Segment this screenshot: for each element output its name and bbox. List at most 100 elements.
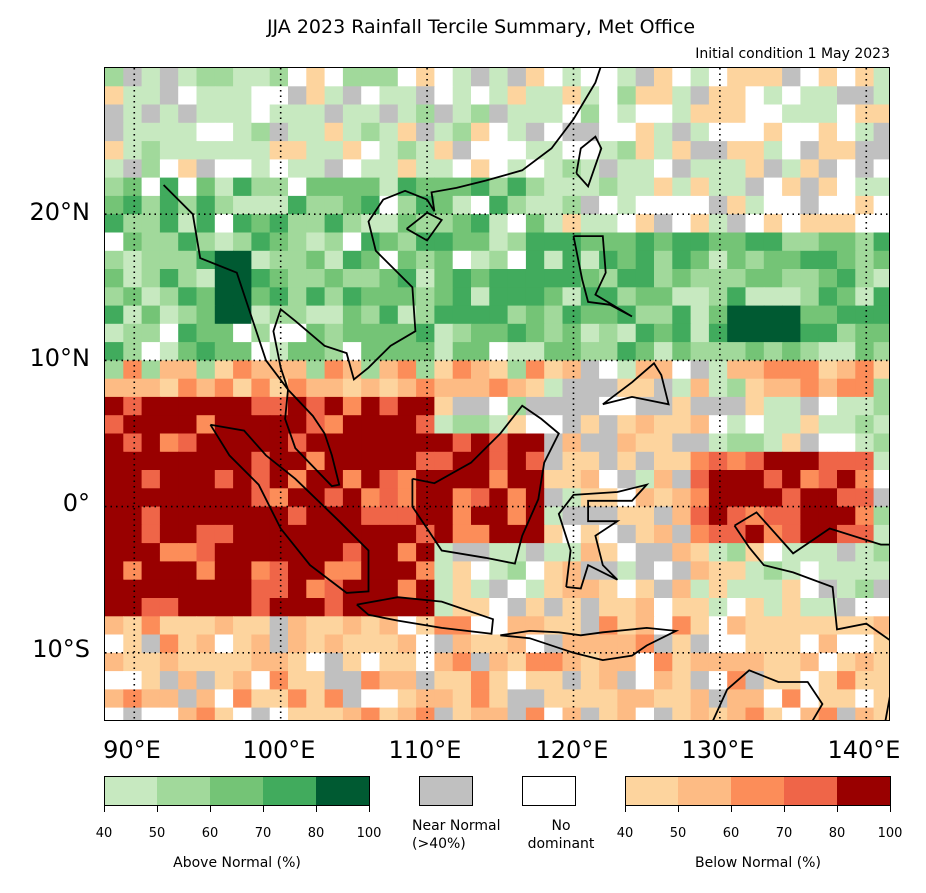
grid-cell xyxy=(141,689,161,709)
grid-cell xyxy=(397,378,417,398)
grid-cell xyxy=(214,159,234,179)
grid-cell xyxy=(672,214,692,234)
grid-cell xyxy=(379,360,399,380)
grid-cell xyxy=(837,707,856,720)
grid-cell xyxy=(452,433,472,453)
grid-cell xyxy=(434,159,454,179)
grid-cell xyxy=(269,122,289,142)
grid-cell xyxy=(708,488,728,508)
coastline xyxy=(602,361,670,406)
grid-cell xyxy=(617,634,637,654)
grid-cell xyxy=(690,232,710,252)
grid-cell xyxy=(434,141,454,160)
grid-cell xyxy=(855,433,875,453)
grid-cell xyxy=(471,214,490,234)
grid-cell xyxy=(855,689,875,709)
grid-cell xyxy=(635,250,655,270)
above-tick-label: 50 xyxy=(148,826,166,841)
grid-cell xyxy=(452,707,472,720)
grid-cell xyxy=(324,360,344,380)
grid-cell xyxy=(489,141,509,160)
grid-cell xyxy=(525,707,545,720)
grid-cell xyxy=(233,141,252,160)
grid-cell xyxy=(251,360,271,380)
grid-cell xyxy=(617,159,637,179)
grid-cell xyxy=(599,415,618,435)
grid-cell xyxy=(324,250,344,270)
grid-cell xyxy=(416,68,435,87)
grid-cell xyxy=(855,396,875,416)
grid-cell xyxy=(525,68,545,87)
lon-label-120e: 120°E xyxy=(535,736,609,764)
grid-cell xyxy=(434,598,454,617)
grid-cell xyxy=(708,561,728,581)
grid-cell xyxy=(141,543,161,562)
grid-cell xyxy=(105,177,124,197)
above-tick-label: 60 xyxy=(201,826,219,841)
grid-cell xyxy=(105,378,124,398)
grid-cell xyxy=(654,360,673,380)
grid-cell xyxy=(782,433,801,453)
grid-cell xyxy=(635,214,655,234)
grid-cell xyxy=(141,68,161,87)
grid-cell xyxy=(214,561,234,581)
grid-cell xyxy=(105,433,124,453)
grid-cell xyxy=(635,506,655,526)
grid-cell xyxy=(837,86,856,106)
grid-cell xyxy=(178,543,198,562)
grid-cell xyxy=(800,616,820,636)
grid-cell xyxy=(306,104,326,124)
grid-cell xyxy=(159,488,179,508)
grid-cell xyxy=(123,415,143,435)
grid-cell xyxy=(708,451,728,471)
grid-cell xyxy=(196,214,216,234)
grid-cell xyxy=(214,634,234,654)
grid-cell xyxy=(690,689,710,709)
grid-cell xyxy=(379,269,399,288)
grid-cell xyxy=(672,689,692,709)
grid-cell xyxy=(690,561,710,581)
grid-cell xyxy=(288,342,307,361)
grid-cell xyxy=(288,396,307,416)
grid-cell xyxy=(599,159,618,179)
grid-cell xyxy=(654,689,673,709)
grid-cell xyxy=(818,598,838,617)
grid-cell xyxy=(471,506,490,526)
grid-cell xyxy=(782,378,801,398)
grid-cell xyxy=(214,68,234,87)
grid-cell xyxy=(782,689,801,709)
grid-cell xyxy=(342,634,362,654)
grid-cell xyxy=(855,488,875,508)
grid-cell xyxy=(159,561,179,581)
grid-cell xyxy=(123,561,143,581)
grid-cell xyxy=(196,579,216,599)
grid-cell xyxy=(818,323,838,343)
grid-cell xyxy=(727,195,747,215)
grid-cell xyxy=(159,68,179,87)
grid-cell xyxy=(434,671,454,690)
grid-cell xyxy=(397,561,417,581)
grid-cell xyxy=(178,250,198,270)
grid-cell xyxy=(580,104,600,124)
grid-cell xyxy=(342,269,362,288)
grid-cell xyxy=(708,598,728,617)
grid-cell xyxy=(214,470,234,489)
grid-cell xyxy=(599,360,618,380)
grid-cell xyxy=(105,141,124,160)
grid-cell xyxy=(507,86,527,106)
grid-cell xyxy=(141,86,161,106)
grid-cell xyxy=(452,141,472,160)
grid-cell xyxy=(471,634,490,654)
grid-cell xyxy=(763,177,783,197)
grid-cell xyxy=(452,561,472,581)
grid-cell xyxy=(708,68,728,87)
grid-cell xyxy=(306,433,326,453)
grid-cell xyxy=(782,104,801,124)
grid-cell xyxy=(251,195,271,215)
grid-cell xyxy=(763,287,783,307)
grid-cell xyxy=(690,579,710,599)
grid-cell xyxy=(672,561,692,581)
grid-cell xyxy=(507,415,527,435)
grid-cell xyxy=(580,214,600,234)
grid-cell xyxy=(617,488,637,508)
